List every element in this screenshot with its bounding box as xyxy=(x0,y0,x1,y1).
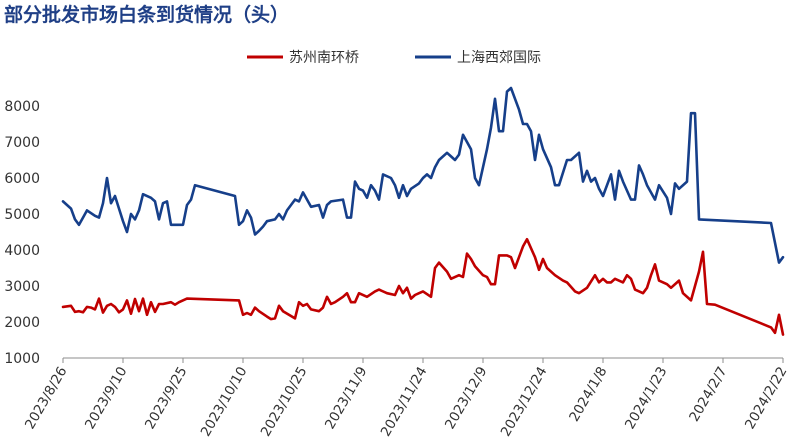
x-axis: 2023/8/26 2023/9/10 2023/9/25 2023/10/10 202… xyxy=(22,357,790,439)
x-tick-label: 2023/12/9 xyxy=(442,364,490,432)
y-tick-label: 4000 xyxy=(4,243,40,259)
y-tick-label: 3000 xyxy=(4,279,40,295)
x-tick-label: 2023/8/26 xyxy=(22,364,70,432)
x-tick-label: 2023/11/24 xyxy=(378,364,431,439)
y-tick-label: 5000 xyxy=(4,207,40,223)
legend-label-shanghai: 上海西郊国际 xyxy=(457,49,541,66)
x-tick-label: 2024/1/8 xyxy=(566,364,610,425)
y-tick-label: 2000 xyxy=(4,315,40,331)
series-line-suzhou xyxy=(61,237,785,336)
series-layer xyxy=(61,86,785,336)
legend-label-suzhou: 苏州南环桥 xyxy=(289,50,359,66)
x-tick-label: 2024/1/23 xyxy=(622,364,670,432)
x-tick-label: 2023/9/10 xyxy=(82,364,130,432)
x-tick-label: 2023/9/25 xyxy=(142,364,190,432)
legend: 苏州南环桥 上海西郊国际 xyxy=(247,49,541,66)
x-tick-label: 2023/10/10 xyxy=(198,364,251,439)
x-tick-label: 2023/12/24 xyxy=(498,364,551,439)
series-line-shanghai xyxy=(61,86,785,264)
x-tick-label: 2024/2/22 xyxy=(742,364,790,432)
y-tick-label: 8000 xyxy=(4,99,40,115)
x-tick-label: 2023/10/25 xyxy=(258,364,311,439)
y-tick-label: 6000 xyxy=(4,171,40,187)
chart-title: 部分批发市场白条到货情况（头） xyxy=(4,4,290,26)
y-axis: 1000 2000 3000 4000 5000 6000 7000 8000 xyxy=(4,99,40,367)
y-tick-label: 1000 xyxy=(4,351,40,367)
x-tick-label: 2024/2/7 xyxy=(686,364,730,425)
x-tick-label: 2023/11/9 xyxy=(322,364,370,432)
y-tick-label: 7000 xyxy=(4,135,40,151)
